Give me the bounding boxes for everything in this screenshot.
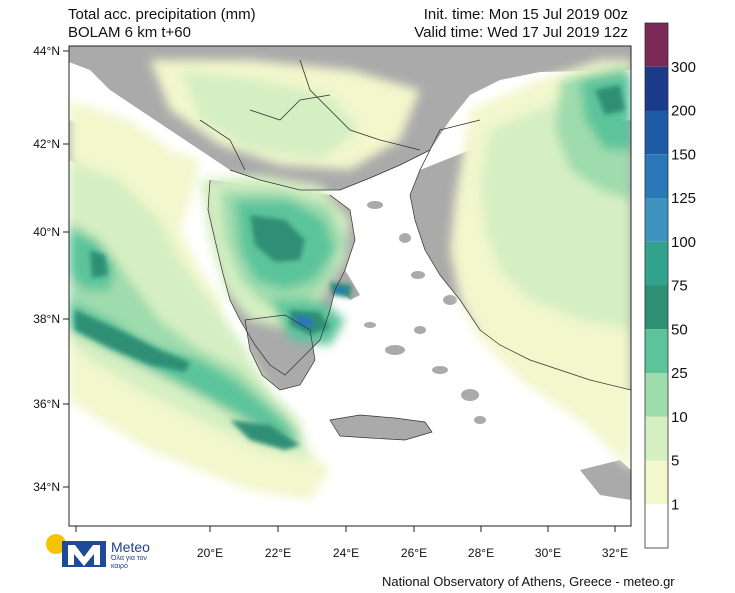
colorbar-swatch [645,460,668,505]
colorbar-label: 100 [671,234,696,251]
logo-name: Meteo [111,539,150,555]
lat-label-36: 36°N [33,397,60,411]
colorbar-label: 125 [671,190,696,207]
colorbar-swatch [645,66,668,111]
colorbar-label: 75 [671,278,688,295]
colorbar-label: 150 [671,146,696,163]
colorbar-label: 50 [671,321,688,338]
lon-label-26: 26°E [401,546,427,560]
lon-label-20: 20°E [197,546,223,560]
colorbar-swatch [645,373,668,417]
colorbar-label: 5 [671,453,679,470]
map-frame [68,45,632,527]
colorbar-label: 10 [671,409,688,426]
lat-label-38: 38°N [33,312,60,326]
colorbar-swatch [645,23,668,67]
country-borders [199,59,481,191]
colorbar-swatch [645,329,668,373]
colorbar-swatch [645,416,668,461]
colorbar-label: 1 [671,496,679,513]
latitude-axis [63,50,69,488]
colorbar-swatch [645,285,668,330]
lon-label-32: 32°E [602,546,628,560]
colorbar-label: 25 [671,365,688,382]
precipitation-field [69,60,631,500]
colorbar-label: 300 [671,59,696,76]
colorbar-swatch [645,110,668,155]
lon-label-24: 24°E [333,546,359,560]
map-title: Total acc. precipitation (mm) [68,6,256,23]
lat-label-42: 42°N [33,137,60,151]
sun-icon [46,534,66,554]
colorbar-swatch [645,504,668,548]
init-time: Init. time: Mon 15 Jul 2019 00z [423,6,628,23]
longitude-axis [75,526,616,532]
colorbar-swatch [645,198,668,242]
valid-time: Valid time: Wed 17 Jul 2019 12z [414,24,628,41]
precipitation-cores [75,85,625,450]
lon-label-30: 30°E [535,546,561,560]
lon-label-22: 22°E [265,546,291,560]
logo-tagline: Όλα για τον καιρό [111,555,147,570]
footer-credit: National Observatory of Athens, Greece -… [382,574,675,589]
map-area [69,46,631,526]
colorbar-swatch [645,154,668,198]
lat-label-44: 44°N [33,44,60,58]
model-label: BOLAM 6 km t+60 [68,24,191,41]
lat-label-40: 40°N [33,225,60,239]
colorbar-label: 200 [671,103,696,120]
colorbar-border [644,22,669,549]
lon-label-28: 28°E [468,546,494,560]
lat-label-34: 34°N [33,480,60,494]
colorbar-swatch [645,241,668,286]
coastlines [207,169,631,441]
meteo-logo [46,534,106,567]
colorbar: 300 200 150 125 100 75 50 25 10 5 1 [644,22,696,549]
